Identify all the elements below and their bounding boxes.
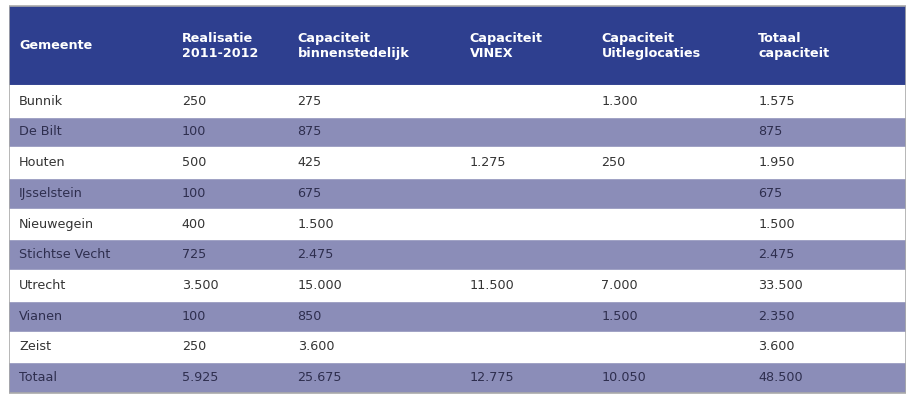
Text: Zeist: Zeist xyxy=(19,340,51,353)
Text: 425: 425 xyxy=(297,156,322,169)
Text: 1.300: 1.300 xyxy=(601,95,638,108)
Text: Stichtse Vecht: Stichtse Vecht xyxy=(19,248,111,261)
Text: 1.500: 1.500 xyxy=(759,217,795,230)
Text: 1.575: 1.575 xyxy=(759,95,795,108)
Text: Capaciteit
binnenstedelijk: Capaciteit binnenstedelijk xyxy=(297,32,409,60)
Text: 48.500: 48.500 xyxy=(759,371,803,384)
Text: Capaciteit
Uitleglocaties: Capaciteit Uitleglocaties xyxy=(601,32,701,60)
Text: Houten: Houten xyxy=(19,156,66,169)
Text: IJsselstein: IJsselstein xyxy=(19,187,83,200)
Text: 7.000: 7.000 xyxy=(601,279,638,292)
Text: 15.000: 15.000 xyxy=(297,279,342,292)
Text: Bunnik: Bunnik xyxy=(19,95,63,108)
Text: 500: 500 xyxy=(182,156,206,169)
Text: 1.275: 1.275 xyxy=(469,156,506,169)
Text: 100: 100 xyxy=(182,125,206,138)
Text: 100: 100 xyxy=(182,310,206,323)
Text: 275: 275 xyxy=(297,95,322,108)
Bar xyxy=(9,332,906,362)
Text: Vianen: Vianen xyxy=(19,310,63,323)
Text: De Bilt: De Bilt xyxy=(19,125,62,138)
Bar xyxy=(9,86,906,116)
Text: 675: 675 xyxy=(297,187,322,200)
Text: Totaal: Totaal xyxy=(19,371,57,384)
Text: 1.500: 1.500 xyxy=(601,310,638,323)
Text: Utrecht: Utrecht xyxy=(19,279,67,292)
Text: 1.500: 1.500 xyxy=(297,217,334,230)
Text: 3.600: 3.600 xyxy=(759,340,795,353)
Text: Capaciteit
VINEX: Capaciteit VINEX xyxy=(469,32,543,60)
Text: 12.775: 12.775 xyxy=(469,371,514,384)
Bar xyxy=(9,147,906,178)
Text: 250: 250 xyxy=(182,340,206,353)
Text: 250: 250 xyxy=(601,156,626,169)
Text: 5.925: 5.925 xyxy=(182,371,218,384)
Bar xyxy=(9,116,906,147)
Text: 33.500: 33.500 xyxy=(759,279,803,292)
Text: Totaal
capaciteit: Totaal capaciteit xyxy=(759,32,830,60)
Text: Gemeente: Gemeente xyxy=(19,39,92,53)
Text: Realisatie
2011-2012: Realisatie 2011-2012 xyxy=(182,32,258,60)
Text: 875: 875 xyxy=(297,125,322,138)
Text: 725: 725 xyxy=(182,248,206,261)
Bar xyxy=(9,209,906,239)
Text: 400: 400 xyxy=(182,217,206,230)
Bar xyxy=(9,270,906,301)
Bar xyxy=(9,362,906,393)
Text: 25.675: 25.675 xyxy=(297,371,342,384)
Text: 3.600: 3.600 xyxy=(297,340,334,353)
Text: 875: 875 xyxy=(759,125,782,138)
Text: Nieuwegein: Nieuwegein xyxy=(19,217,94,230)
Text: 3.500: 3.500 xyxy=(182,279,219,292)
Text: 2.475: 2.475 xyxy=(759,248,795,261)
Text: 10.050: 10.050 xyxy=(601,371,646,384)
Bar xyxy=(9,6,906,86)
Text: 2.350: 2.350 xyxy=(759,310,795,323)
Text: 1.950: 1.950 xyxy=(759,156,795,169)
Text: 11.500: 11.500 xyxy=(469,279,514,292)
Text: 675: 675 xyxy=(759,187,782,200)
Text: 2.475: 2.475 xyxy=(297,248,334,261)
Bar xyxy=(9,301,906,332)
Bar xyxy=(9,178,906,209)
Text: 100: 100 xyxy=(182,187,206,200)
Text: 250: 250 xyxy=(182,95,206,108)
Text: 850: 850 xyxy=(297,310,322,323)
Bar xyxy=(9,239,906,270)
